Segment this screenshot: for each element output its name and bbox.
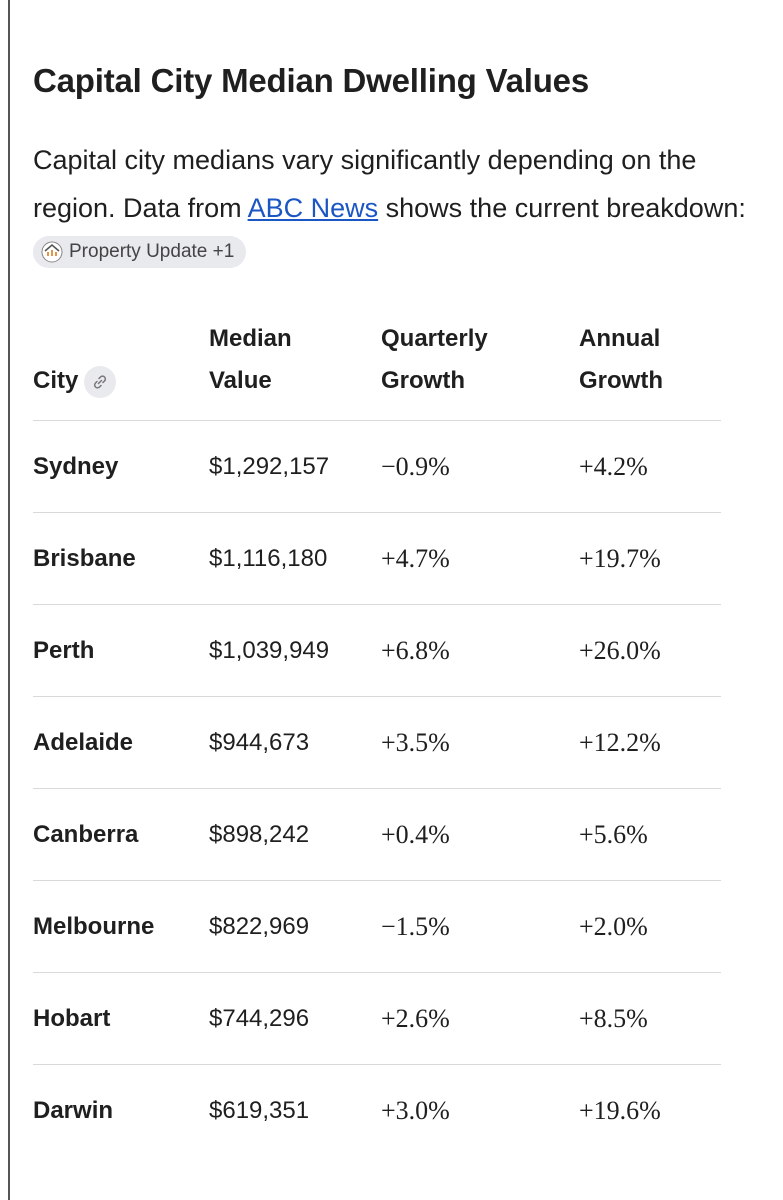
table-row: Sydney $1,292,157 −0.9% +4.2% <box>33 420 721 513</box>
city: Brisbane <box>33 512 209 605</box>
quarterly-growth: +4.7% <box>381 512 579 605</box>
median-value: $898,242 <box>209 788 381 881</box>
anchor-link[interactable] <box>84 365 117 398</box>
median-value: $944,673 <box>209 696 381 789</box>
table-row: Darwin $619,351 +3.0% +19.6% <box>33 1064 721 1156</box>
median-value: $619,351 <box>209 1064 381 1156</box>
column-header: Median Value <box>209 318 381 421</box>
table-row: Melbourne $822,969 −1.5% +2.0% <box>33 880 721 973</box>
link-icon <box>94 375 107 389</box>
column-header: City <box>33 318 209 421</box>
column-header-text: City <box>33 367 79 394</box>
annual-growth: +26.0% <box>579 604 721 697</box>
quarterly-growth: +6.8% <box>381 604 579 697</box>
quarterly-growth: +0.4% <box>381 788 579 881</box>
city: Adelaide <box>33 696 209 789</box>
source-icon <box>41 241 63 263</box>
quarterly-growth: −1.5% <box>381 880 579 973</box>
table-row: Brisbane $1,116,180 +4.7% +19.7% <box>33 512 721 605</box>
table-row: Perth $1,039,949 +6.8% +26.0% <box>33 604 721 697</box>
column-header-text: Quarterly Growth <box>381 325 488 394</box>
annual-growth: +2.0% <box>579 880 721 973</box>
city: Canberra <box>33 788 209 881</box>
annual-growth: +19.7% <box>579 512 721 605</box>
city: Hobart <box>33 972 209 1065</box>
annual-growth: +19.6% <box>579 1064 721 1156</box>
table-row: Canberra $898,242 +0.4% +5.6% <box>33 788 721 881</box>
source-chip[interactable]: Property Update +1 <box>33 236 247 268</box>
median-value: $1,039,949 <box>209 604 381 697</box>
source-link[interactable]: ABC News <box>247 193 379 223</box>
annual-growth: +5.6% <box>579 788 721 881</box>
chip-label: Property Update +1 <box>69 241 235 262</box>
column-header: Quarterly Growth <box>381 318 579 421</box>
header-row: City Median Value Quarterly Growth Annual G… <box>33 318 721 421</box>
quarterly-growth: +3.0% <box>381 1064 579 1156</box>
city: Melbourne <box>33 880 209 973</box>
data-table: City Median Value Quarterly Growth Annual G… <box>33 318 721 1156</box>
title: Capital City Median Dwelling Values <box>33 62 589 99</box>
table-row: Adelaide $944,673 +3.5% +12.2% <box>33 696 721 789</box>
annual-growth: +4.2% <box>579 420 721 513</box>
city: Sydney <box>33 420 209 513</box>
column-header-text: Annual Growth <box>579 325 663 394</box>
median-value: $822,969 <box>209 880 381 973</box>
table-head: City Median Value Quarterly Growth Annual G… <box>33 318 721 421</box>
table-body: Sydney $1,292,157 −0.9% +4.2% Brisbane $1,116… <box>33 420 721 1156</box>
quarterly-growth: +3.5% <box>381 696 579 789</box>
quarterly-growth: −0.9% <box>381 420 579 513</box>
intro-text: Capital city medians vary significantly … <box>33 136 763 280</box>
table-row: Hobart $744,296 +2.6% +8.5% <box>33 972 721 1065</box>
annual-growth: +12.2% <box>579 696 721 789</box>
intro-before: Capital city medians vary significantly … <box>33 145 697 223</box>
city: Perth <box>33 604 209 697</box>
intro-after: shows the current breakdown: <box>378 193 746 223</box>
column-header-text: Median Value <box>209 325 292 394</box>
median-value: $1,292,157 <box>209 420 381 513</box>
city: Darwin <box>33 1064 209 1156</box>
column-header: Annual Growth <box>579 318 721 421</box>
median-value: $1,116,180 <box>209 512 381 605</box>
median-value: $744,296 <box>209 972 381 1065</box>
quarterly-growth: +2.6% <box>381 972 579 1065</box>
window-edge <box>8 0 10 1200</box>
annual-growth: +8.5% <box>579 972 721 1065</box>
